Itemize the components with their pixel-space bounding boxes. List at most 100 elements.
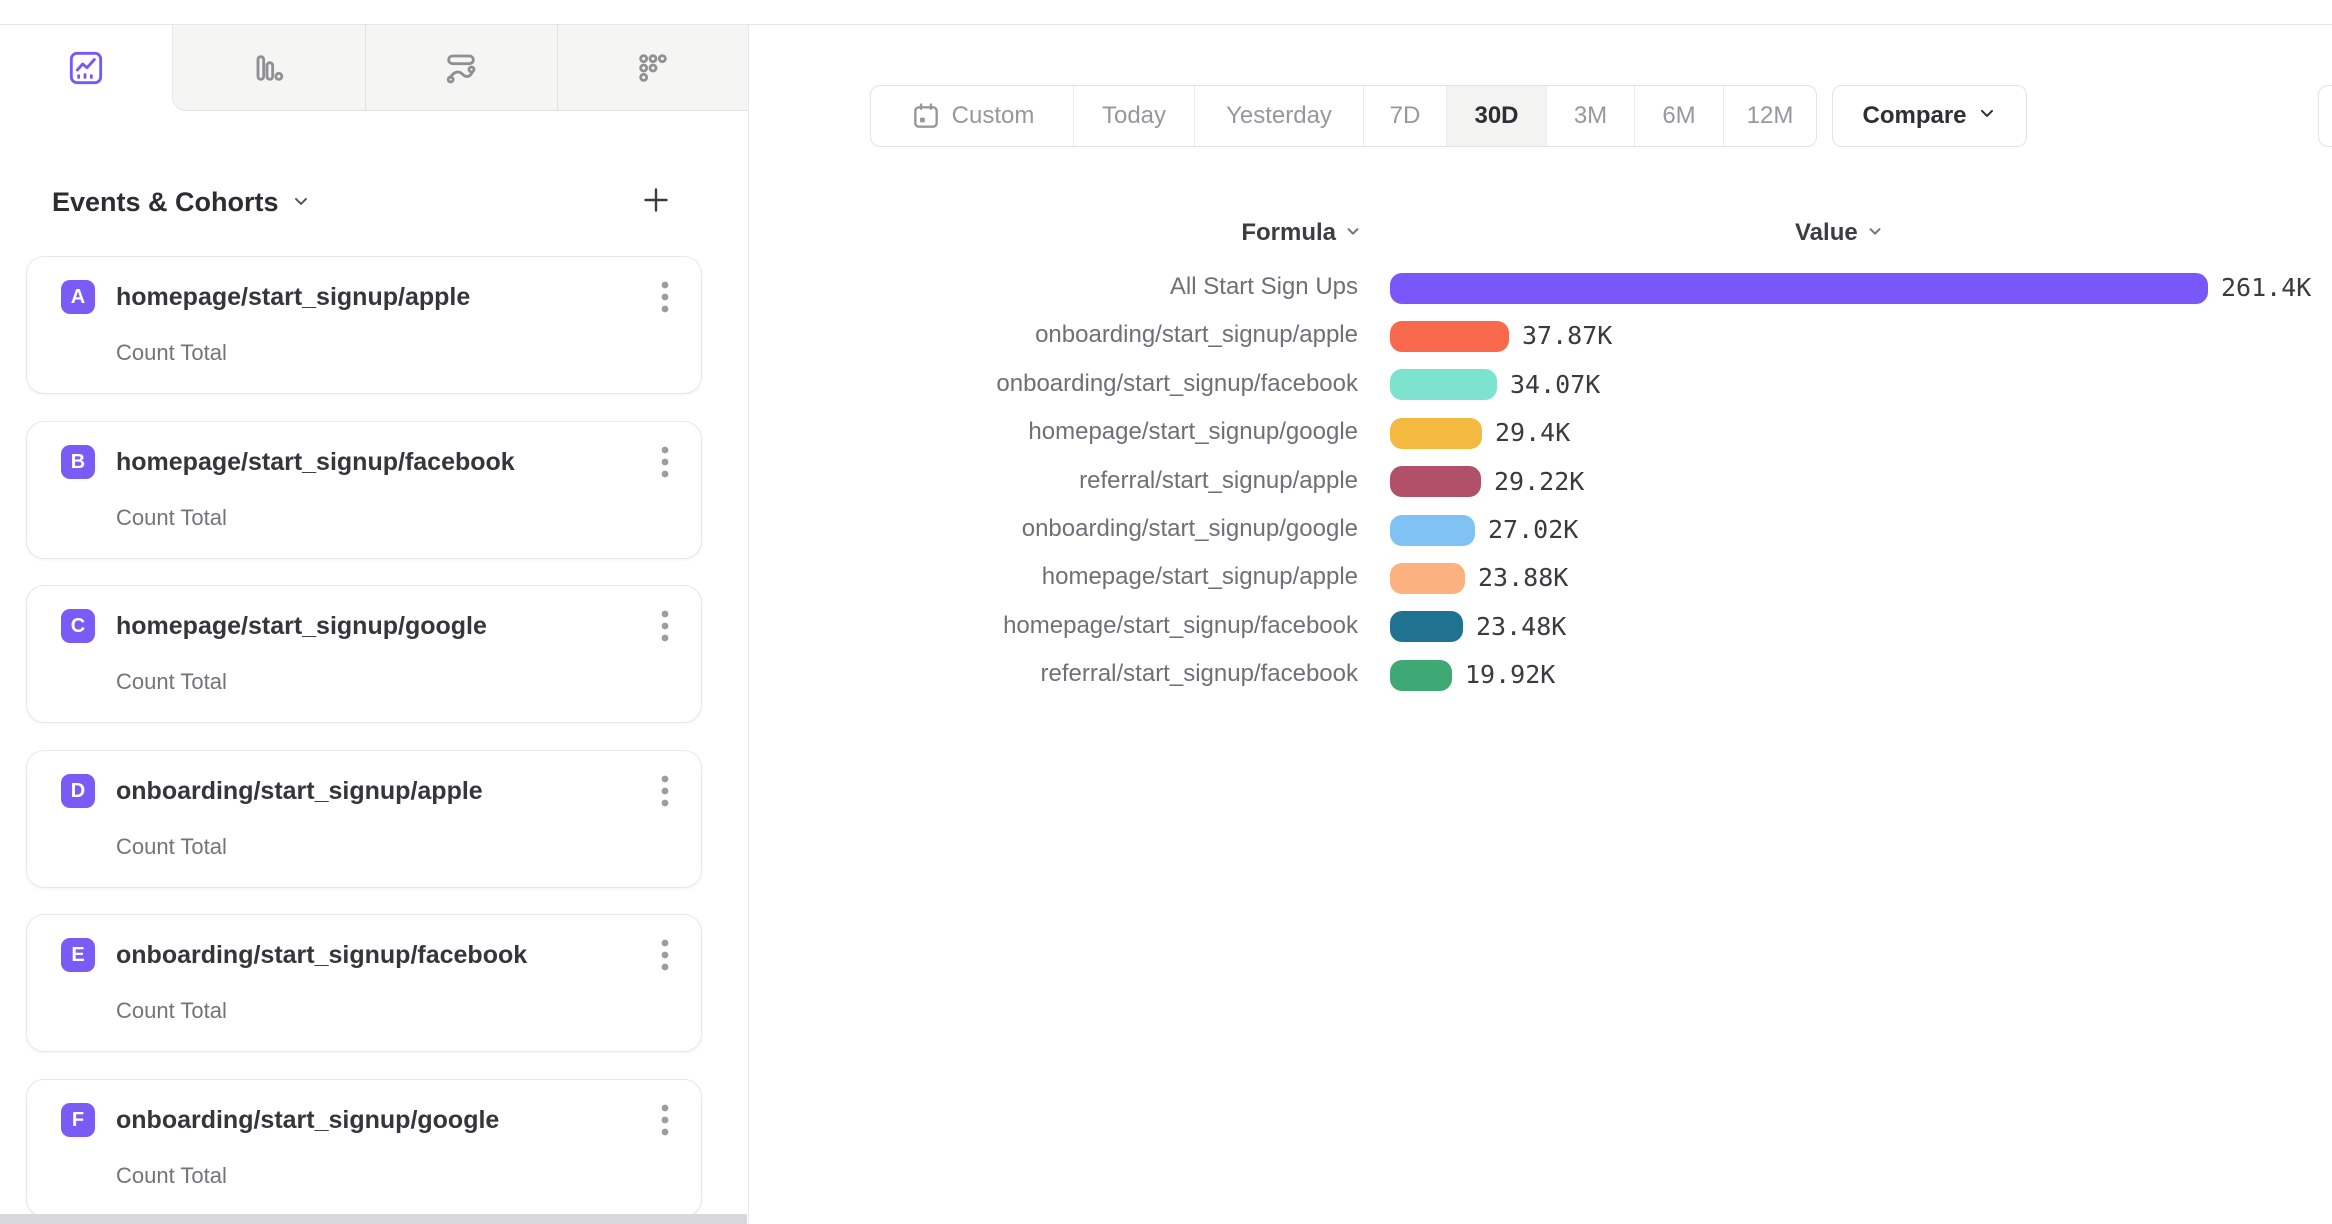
chart-bar[interactable] [1390,466,1481,497]
date-range-label: Today [1101,102,1167,129]
events-cohorts-header: Events & Cohorts [0,176,748,228]
calendar-icon [910,100,942,132]
chart-row-label[interactable]: homepage/start_signup/apple [1041,563,1358,590]
chart-bar[interactable] [1390,321,1509,352]
tab-separator [365,25,366,111]
tab-retention[interactable] [557,25,748,111]
date-range-option-custom[interactable]: Custom [871,86,1073,146]
date-range-option-30d[interactable]: 30D [1446,86,1546,146]
date-range-label: 12M [1746,102,1794,129]
event-metric[interactable]: Count Total [116,669,227,694]
chevron-down-icon [291,187,311,218]
date-range-option-7d[interactable]: 7D [1363,86,1446,146]
date-range-label: Yesterday [1226,102,1332,129]
chart-row-label[interactable]: All Start Sign Ups [1169,273,1358,300]
event-name[interactable]: homepage/start_signup/google [116,612,487,640]
chart-bar-value: 37.87K [1522,321,1613,350]
chart-bar-value: 29.22K [1494,467,1585,496]
chart-bar[interactable] [1390,418,1482,449]
clipped-toolbar-button[interactable] [2318,85,2332,147]
chart-row-label[interactable]: onboarding/start_signup/facebook [996,370,1358,397]
date-range-label: 7D [1389,102,1421,129]
date-range-label: 6M [1662,102,1696,129]
chart-bar[interactable] [1390,660,1452,691]
events-cohorts-title[interactable]: Events & Cohorts [52,176,311,228]
event-metric[interactable]: Count Total [116,998,227,1023]
event-name[interactable]: onboarding/start_signup/facebook [116,941,528,969]
formula-column-header[interactable]: Formula [1150,216,1362,250]
chart-bar-value: 23.88K [1478,563,1569,592]
chart-row-label[interactable]: onboarding/start_signup/google [1021,515,1358,542]
sidebar-divider [748,25,749,1224]
more-options-icon[interactable] [649,933,681,977]
tab-insights[interactable] [0,25,172,111]
chart-bar-value: 34.07K [1510,370,1601,399]
event-letter-badge: B [61,445,95,479]
compare-label: Compare [1862,102,1967,129]
more-options-icon[interactable] [649,1098,681,1142]
event-metric[interactable]: Count Total [116,834,227,859]
sidebar-bottom-scroll-strip[interactable] [0,1214,747,1224]
chart-row-label[interactable]: referral/start_signup/apple [1079,467,1358,494]
date-range-label: Custom [951,102,1035,129]
event-letter-badge: D [61,774,95,808]
event-name[interactable]: onboarding/start_signup/google [116,1106,500,1134]
formula-header-label: Formula [1241,219,1336,246]
chart-bar[interactable] [1390,611,1463,642]
more-options-icon[interactable] [649,769,681,813]
chart-bar[interactable] [1390,273,2208,304]
event-name[interactable]: homepage/start_signup/facebook [116,448,515,476]
more-options-icon[interactable] [649,275,681,319]
chart-row-label[interactable]: homepage/start_signup/google [1028,418,1358,445]
insights-line-chart-icon [66,48,106,88]
tab-flows[interactable] [365,25,557,111]
event-metric[interactable]: Count Total [116,1163,227,1188]
add-event-button[interactable] [634,180,678,224]
chart-bar-value: 261.4K [2221,273,2312,302]
event-name[interactable]: homepage/start_signup/apple [116,283,471,311]
date-range-label: 30D [1474,102,1519,129]
more-options-icon[interactable] [649,440,681,484]
chart-bar[interactable] [1390,563,1465,594]
retention-dots-icon [633,48,673,88]
event-letter-badge: C [61,609,95,643]
date-range-option-6m[interactable]: 6M [1634,86,1723,146]
value-column-header[interactable]: Value [1795,216,1884,250]
date-range-option-today[interactable]: Today [1073,86,1194,146]
date-range-option-yesterday[interactable]: Yesterday [1194,86,1363,146]
date-range-option-12m[interactable]: 12M [1723,86,1816,146]
compare-button[interactable]: Compare [1832,85,2027,147]
event-letter-badge: F [61,1103,95,1137]
event-name[interactable]: onboarding/start_signup/apple [116,777,483,805]
chart-row-label[interactable]: referral/start_signup/facebook [1040,660,1358,687]
chart-bar[interactable] [1390,515,1475,546]
report-tabbar-background [172,25,748,111]
chevron-down-icon [1344,219,1362,247]
chevron-down-icon [1977,102,1997,130]
chart-bar-value: 27.02K [1488,515,1579,544]
bar-chart-icon [249,48,289,88]
top-divider [0,24,2332,25]
event-metric[interactable]: Count Total [116,340,227,365]
chart-row-label[interactable]: homepage/start_signup/facebook [1003,612,1358,639]
tab-separator [557,25,558,111]
events-cohorts-label: Events & Cohorts [52,186,279,217]
value-header-label: Value [1795,219,1858,246]
more-options-icon[interactable] [649,604,681,648]
chart-bar[interactable] [1390,369,1497,400]
date-range-selector: Custom Today Yesterday 7D 30D 3M 6M 12M [870,85,1817,147]
date-range-option-3m[interactable]: 3M [1546,86,1634,146]
chart-bar-value: 29.4K [1495,418,1571,447]
chart-row-label[interactable]: onboarding/start_signup/apple [1035,321,1358,348]
tab-bar-report[interactable] [172,25,365,111]
event-metric[interactable]: Count Total [116,505,227,530]
chart-bar-value: 23.48K [1476,612,1567,641]
plus-icon [638,182,674,223]
